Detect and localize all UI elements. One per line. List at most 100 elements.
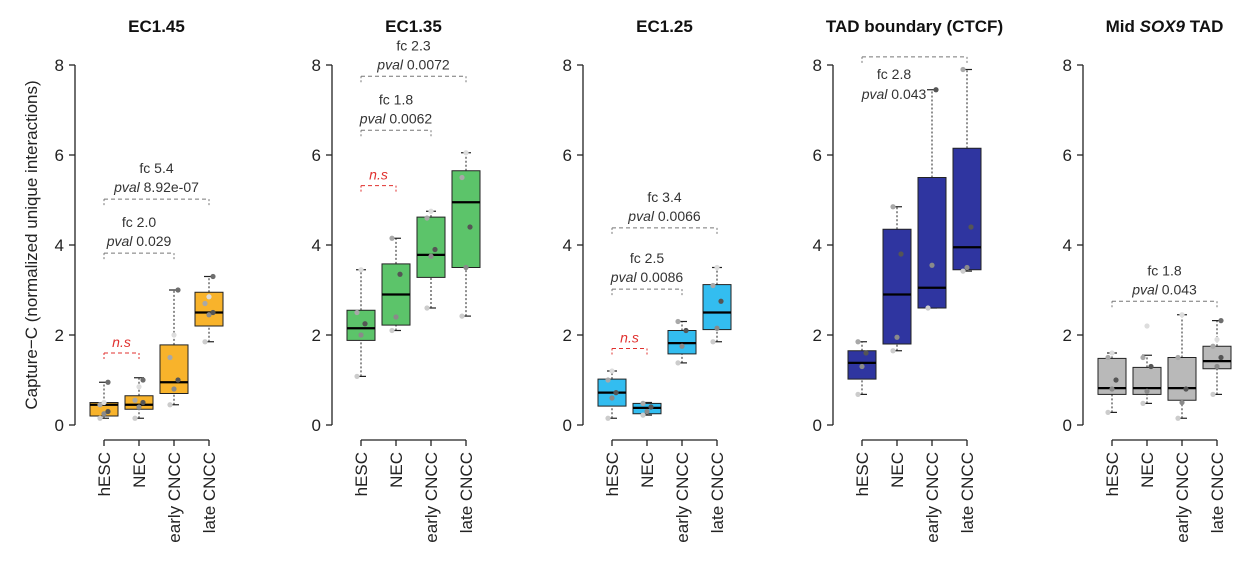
- data-point: [1218, 354, 1224, 361]
- data-point: [675, 318, 681, 325]
- pval-prefix: pval: [113, 179, 144, 195]
- data-point: [1179, 312, 1185, 318]
- data-point: [1210, 343, 1216, 349]
- data-point: [97, 415, 103, 421]
- pval-value: 0.0072: [407, 56, 450, 72]
- data-point: [132, 415, 138, 421]
- box: [952, 66, 982, 274]
- pval-prefix: pval: [627, 208, 658, 224]
- box: [381, 235, 411, 334]
- pval-prefix: pval: [359, 110, 390, 126]
- comparison-bracket: n.s: [103, 334, 140, 360]
- data-point: [929, 262, 935, 268]
- chart-panel: Mid SOX9 TAD 0 2 4 6 8 hESC NEC early CNCC late C…: [1063, 17, 1232, 543]
- data-point: [167, 402, 173, 408]
- data-point: [1148, 363, 1154, 370]
- box: [847, 339, 877, 397]
- data-point: [683, 327, 689, 334]
- data-point: [459, 313, 465, 319]
- comparison-bracket: fc 3.4 pval 0.0066: [611, 189, 718, 235]
- pval-prefix: pval: [376, 56, 407, 72]
- data-point: [1144, 388, 1150, 394]
- pval-prefix: pval: [861, 86, 892, 102]
- y-tick-label: 4: [1063, 236, 1072, 255]
- data-point: [428, 208, 434, 214]
- y-tick-label: 4: [813, 236, 822, 255]
- fold-change-label: fc 5.4: [139, 160, 173, 176]
- box: [451, 150, 481, 319]
- data-point: [1105, 354, 1111, 361]
- box: [667, 318, 697, 366]
- data-point: [101, 411, 107, 417]
- y-tick-label: 4: [312, 236, 321, 255]
- comparison-bracket: fc 1.8 pval 0.043: [1111, 262, 1218, 309]
- data-point: [710, 282, 716, 289]
- pvalue-label: pval 0.0072: [376, 56, 450, 72]
- data-point: [964, 264, 970, 271]
- x-category-label: hESC: [352, 452, 371, 496]
- data-point: [960, 66, 966, 73]
- ns-label: n.s: [369, 167, 388, 183]
- fold-change-label: fc 2.5: [630, 250, 664, 266]
- y-tick-label: 8: [1063, 56, 1072, 75]
- comparison-bracket: fc 2.3 pval 0.0072: [360, 37, 467, 84]
- box: [597, 368, 627, 421]
- data-point: [171, 332, 177, 338]
- data-point: [358, 267, 364, 273]
- data-point: [1140, 354, 1146, 361]
- x-category-label: early CNCC: [1173, 452, 1192, 543]
- y-tick-label: 0: [1063, 416, 1072, 435]
- y-tick-label: 8: [563, 56, 572, 75]
- data-point: [140, 377, 146, 383]
- box: [882, 204, 912, 354]
- data-point: [1214, 336, 1220, 343]
- data-point: [968, 224, 974, 230]
- x-category-label: NEC: [130, 452, 149, 488]
- pval-prefix: pval: [610, 269, 641, 285]
- box: [917, 87, 947, 311]
- box: [1202, 318, 1232, 397]
- comparison-bracket: fc 2.5 pval 0.0086: [610, 250, 683, 297]
- data-point: [354, 309, 360, 316]
- data-point: [1140, 400, 1146, 406]
- data-point: [175, 377, 181, 383]
- ns-label: n.s: [112, 334, 131, 350]
- data-point: [202, 339, 208, 345]
- fold-change-label: fc 2.8: [877, 66, 911, 82]
- y-tick-label: 2: [1063, 326, 1072, 345]
- pval-value: 0.043: [1162, 281, 1197, 297]
- box: [702, 264, 732, 345]
- fold-change-label: fc 2.0: [122, 214, 156, 230]
- data-point: [132, 397, 138, 403]
- data-point: [389, 235, 395, 241]
- data-point: [393, 314, 399, 320]
- data-point: [960, 268, 966, 274]
- x-category-label: hESC: [853, 452, 872, 496]
- panel-title-part: EC1.25: [636, 17, 693, 36]
- x-category-label: early CNCC: [165, 452, 184, 543]
- y-tick-label: 8: [312, 56, 321, 75]
- x-category-label: hESC: [603, 452, 622, 496]
- y-tick-label: 4: [55, 236, 64, 255]
- y-tick-label: 6: [563, 146, 572, 165]
- data-point: [105, 379, 111, 385]
- data-point: [354, 373, 360, 379]
- box: [1097, 350, 1127, 415]
- data-point: [105, 408, 111, 415]
- data-point: [933, 87, 939, 93]
- panel-title: TAD boundary (CTCF): [826, 17, 1003, 36]
- box-iqr: [416, 216, 446, 278]
- pval-value: 8.92e-07: [144, 179, 199, 195]
- panel-title-part: EC1.45: [128, 17, 185, 36]
- box: [1132, 323, 1162, 406]
- data-point: [609, 395, 615, 401]
- data-point: [898, 251, 904, 257]
- y-tick-label: 6: [813, 146, 822, 165]
- box-iqr: [917, 177, 947, 309]
- y-tick-label: 0: [563, 416, 572, 435]
- data-point: [428, 253, 434, 259]
- data-point: [890, 204, 896, 210]
- data-point: [648, 404, 654, 410]
- x-category-label: late CNCC: [1208, 452, 1227, 533]
